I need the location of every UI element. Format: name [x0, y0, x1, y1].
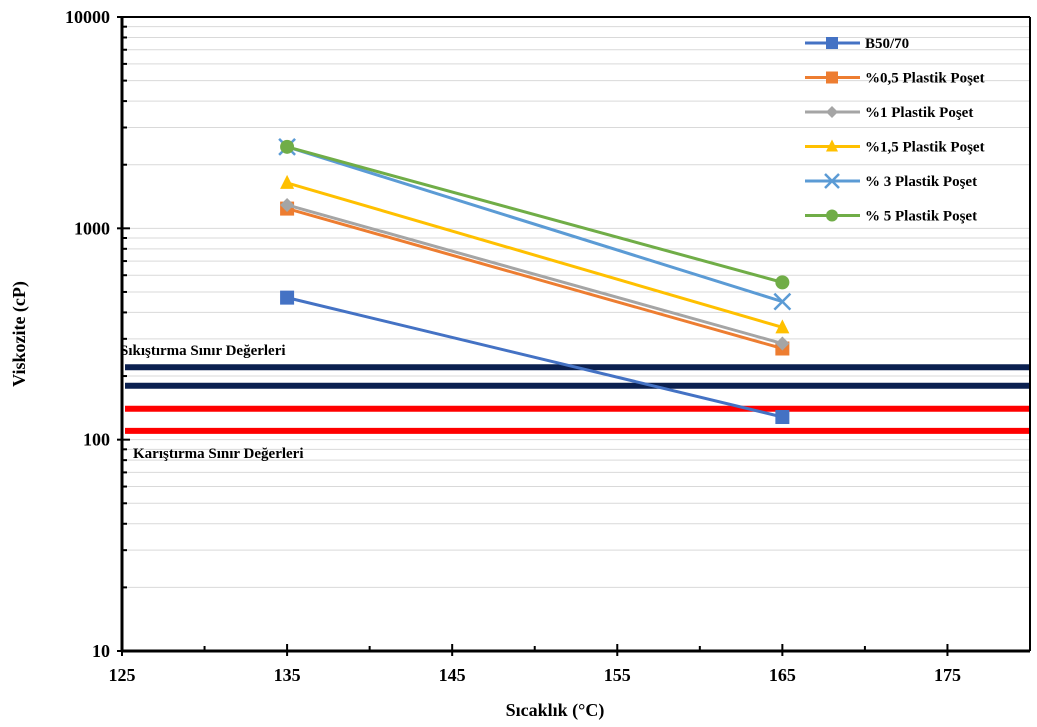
x-tick-label: 165	[769, 665, 796, 685]
data-point	[775, 336, 790, 351]
series-line	[286, 203, 783, 345]
legend-item: %1 Plastik Poşet	[805, 105, 973, 121]
marker-stroke	[773, 292, 792, 311]
legend-item: %1,5 Plastik Poşet	[805, 139, 985, 156]
legend-label: %1 Plastik Poşet	[865, 105, 973, 121]
legend-marker	[826, 106, 838, 118]
data-point	[773, 292, 792, 311]
legend-item: % 3 Plastik Poşet	[805, 173, 977, 190]
legend-label: %0,5 Plastik Poşet	[865, 71, 985, 87]
legend-marker	[826, 71, 838, 84]
data-point	[280, 290, 295, 305]
data-point	[280, 197, 295, 212]
y-tick-label: 1000	[74, 218, 110, 238]
compaction-limit-label: Sıkıştırma Sınır Değerleri	[120, 343, 286, 359]
x-tick-label: 175	[934, 665, 961, 685]
reference-lines	[125, 364, 1030, 434]
series-1-plastik-po-et	[280, 197, 790, 351]
x-tick-label: 125	[109, 665, 136, 685]
series-line	[286, 181, 783, 329]
legend-marker	[824, 173, 840, 189]
legend-label: %1,5 Plastik Poşet	[865, 140, 985, 156]
y-axis-title: Viskozite (cP)	[9, 281, 30, 387]
axes	[117, 16, 1031, 656]
x-axis-title: Sıcaklık (°C)	[506, 700, 605, 721]
legend-marker	[826, 139, 838, 152]
series-b50-70	[280, 290, 790, 425]
legend-marker	[826, 37, 838, 49]
legend-item: % 5 Plastik Poşet	[805, 209, 977, 225]
legend: B50/70 %0,5 Plastik Poşet %1 Plastik Poşet…	[805, 36, 985, 225]
series-line	[286, 145, 783, 284]
legend-item: %0,5 Plastik Poşet	[805, 71, 985, 87]
series-1-5-plastik-po-et	[280, 174, 790, 334]
y-tick-label: 10	[92, 641, 110, 661]
series-group	[278, 137, 792, 425]
data-point	[775, 275, 790, 290]
y-tick-label: 100	[83, 430, 110, 450]
data-point	[775, 410, 790, 425]
marker-stroke	[824, 173, 840, 189]
data-point	[280, 139, 295, 154]
legend-label: % 5 Plastik Poşet	[865, 209, 977, 225]
series-5-plastik-po-et	[280, 139, 790, 290]
data-point	[280, 174, 295, 189]
tick-labels: 10 100 1000 10000 125 135 145 155 165 175	[65, 7, 961, 685]
legend-marker	[826, 209, 838, 222]
series-3-plastik-po-et	[278, 137, 792, 311]
x-tick-label: 135	[274, 665, 301, 685]
series-line	[286, 145, 783, 304]
series-line	[286, 207, 783, 350]
series-line	[286, 296, 783, 419]
y-tick-label: 10000	[65, 7, 110, 27]
x-tick-label: 155	[604, 665, 631, 685]
data-point	[775, 319, 790, 334]
x-tick-label: 145	[439, 665, 466, 685]
legend-item: B50/70	[805, 36, 909, 52]
mixing-limit-label: Karıştırma Sınır Değerleri	[133, 446, 304, 462]
legend-label: B50/70	[865, 36, 909, 52]
legend-label: % 3 Plastik Poşet	[865, 174, 977, 190]
